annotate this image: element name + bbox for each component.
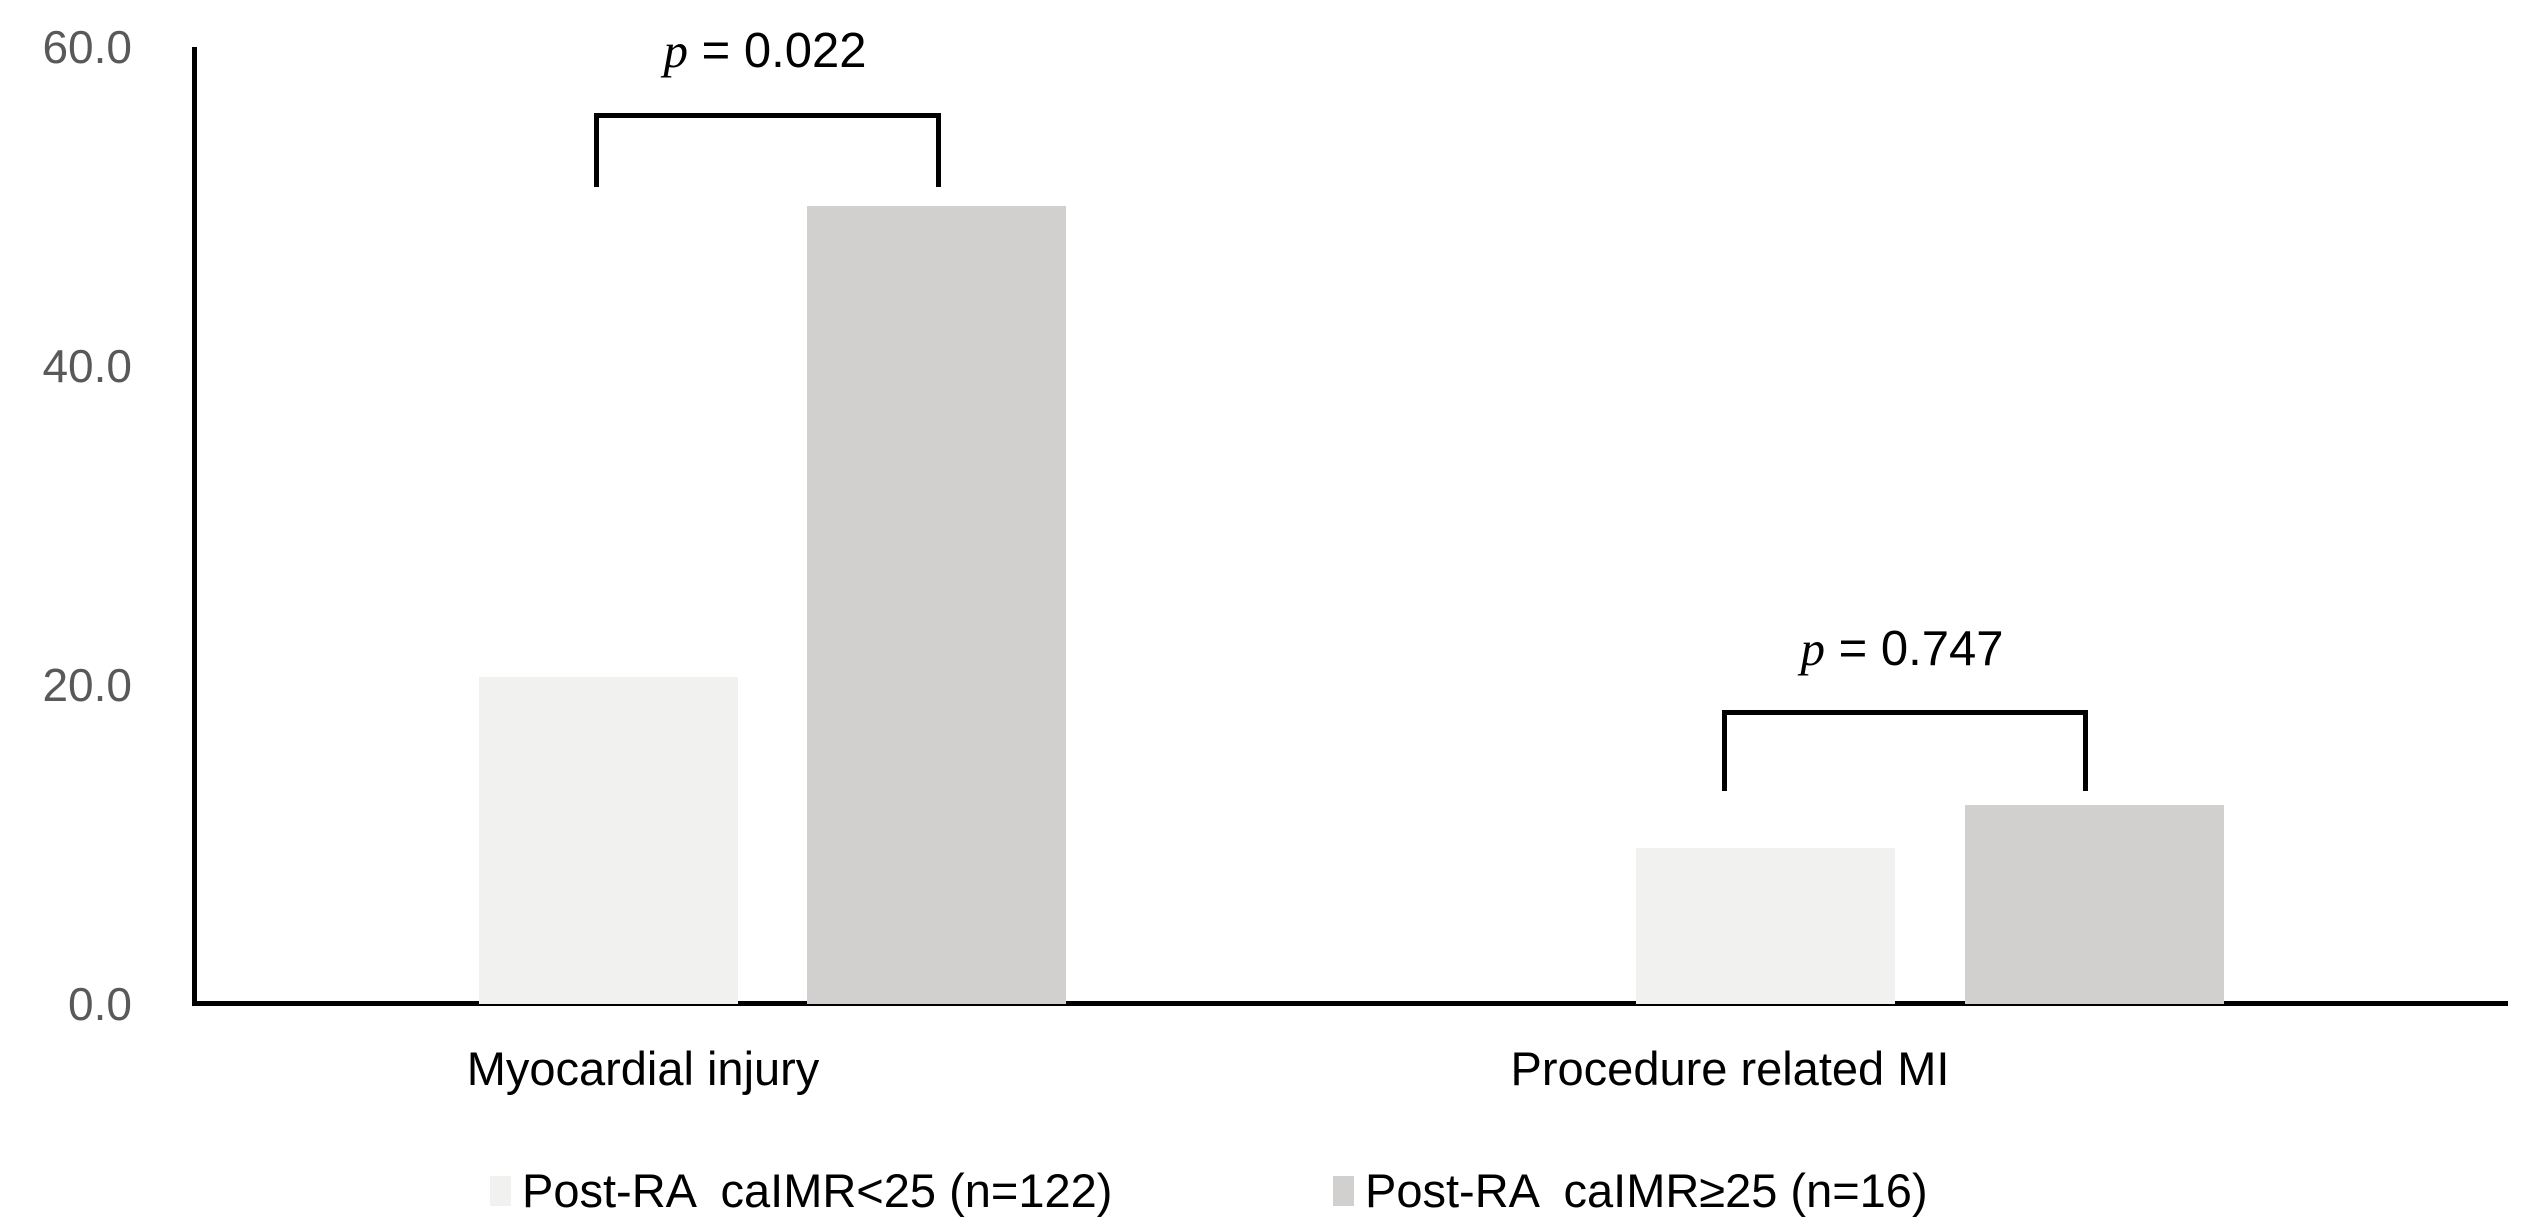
significance-bracket-procedure-mi xyxy=(1722,710,2088,791)
legend-item-caimr-lt25: Post-RA caIMR<25 (n=122) xyxy=(490,1160,1112,1222)
y-tick-label-20: 20.0 xyxy=(42,659,132,711)
p-value-text: = 0.747 xyxy=(1825,622,2004,676)
legend-label-caimr-lt25: Post-RA caIMR<25 (n=122) xyxy=(522,1164,1113,1217)
p-symbol: p xyxy=(1800,621,1826,676)
bar-caimr-lt25-procedure-mi xyxy=(1636,848,1895,1004)
bar-caimr-lt25-myocardial-injury xyxy=(479,677,738,1004)
significance-bracket-myocardial-injury xyxy=(594,113,941,187)
legend-item-caimr-ge25: Post-RA caIMR≥25 (n=16) xyxy=(1333,1160,1928,1222)
p-value-procedure-mi: p = 0.747 xyxy=(1702,620,2102,678)
bar-caimr-ge25-myocardial-injury xyxy=(807,206,1066,1004)
bar-caimr-ge25-procedure-mi xyxy=(1965,805,2224,1004)
p-value-text: = 0.022 xyxy=(688,24,867,78)
y-tick-label-60: 60.0 xyxy=(42,21,132,73)
p-value-myocardial-injury: p = 0.022 xyxy=(565,22,965,80)
category-label-procedure-mi: Procedure related MI xyxy=(1510,1042,1950,1095)
y-tick-label-40: 40.0 xyxy=(42,340,132,392)
legend-swatch-caimr-lt25 xyxy=(490,1176,511,1206)
category-label-myocardial-injury: Myocardial injury xyxy=(466,1042,820,1095)
p-symbol: p xyxy=(663,23,689,78)
legend-label-caimr-ge25: Post-RA caIMR≥25 (n=16) xyxy=(1365,1164,1928,1217)
y-tick-label-0: 0.0 xyxy=(68,978,132,1030)
legend-swatch-caimr-ge25 xyxy=(1333,1176,1354,1206)
y-axis-line xyxy=(192,47,197,1006)
x-axis-line xyxy=(192,1001,2508,1006)
